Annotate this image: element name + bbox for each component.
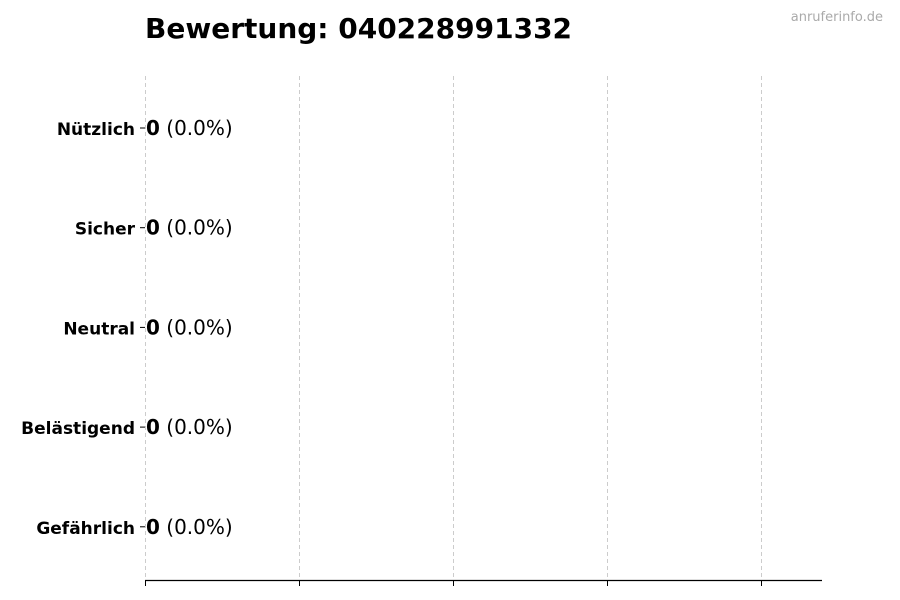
watermark: anruferinfo.de	[790, 10, 883, 25]
data-label-percent: (0.0%)	[160, 116, 233, 140]
data-label-count: 0	[146, 315, 160, 339]
data-label-percent: (0.0%)	[160, 415, 233, 439]
chart-title: Bewertung: 040228991332	[145, 12, 573, 45]
data-label: 0 (0.0%)	[146, 216, 233, 240]
category-label: Sicher	[75, 220, 136, 240]
category-label: Nützlich	[57, 120, 135, 140]
data-label-count: 0	[146, 515, 160, 539]
data-label: 0 (0.0%)	[146, 315, 233, 339]
data-label-percent: (0.0%)	[160, 315, 233, 339]
data-label: 0 (0.0%)	[146, 415, 233, 439]
data-label: 0 (0.0%)	[146, 515, 233, 539]
data-label-percent: (0.0%)	[160, 515, 233, 539]
data-label-count: 0	[146, 216, 160, 240]
data-label-count: 0	[146, 116, 160, 140]
data-label-count: 0	[146, 415, 160, 439]
category-label: Gefährlich	[36, 519, 135, 539]
category-label: Belästigend	[21, 419, 135, 439]
data-label-percent: (0.0%)	[160, 216, 233, 240]
data-label: 0 (0.0%)	[146, 116, 233, 140]
category-label: Neutral	[63, 319, 135, 339]
